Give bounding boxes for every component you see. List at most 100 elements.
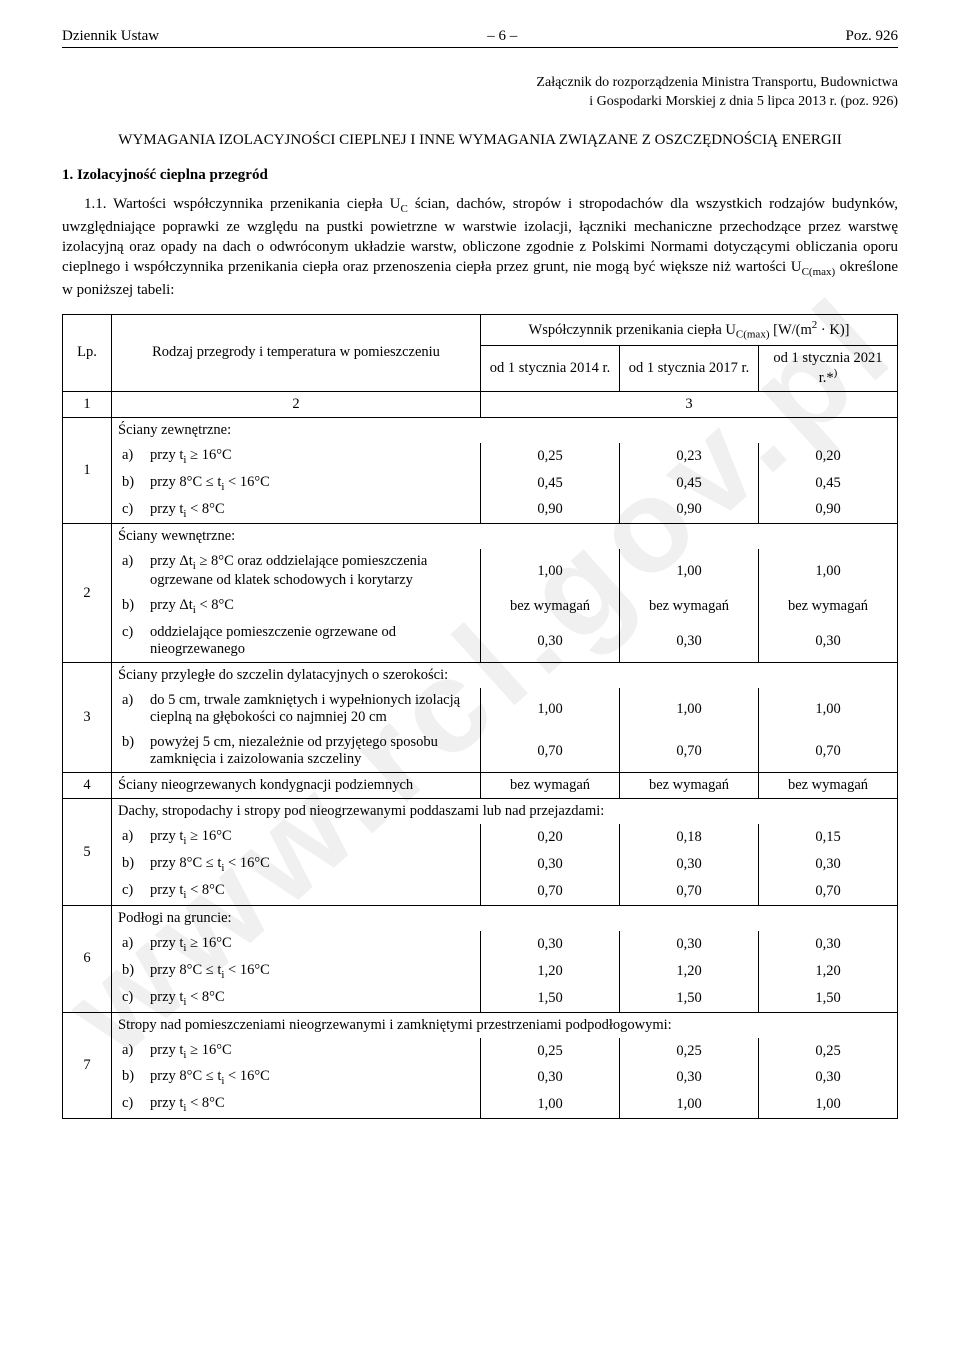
sub-letter: c) [118, 501, 150, 518]
value-cell: 0,30 [620, 620, 759, 663]
desc-cell: c)oddzielające pomieszczenie ogrzewane o… [112, 620, 481, 663]
desc-cell: a)przy ti ≥ 16°C [112, 824, 481, 851]
value-cell: 0,23 [620, 443, 759, 470]
value-cell: bez wymagań [759, 593, 898, 620]
value-cell: 0,18 [620, 824, 759, 851]
group-title: Ściany zewnętrzne: [112, 417, 898, 443]
value-cell: 0,30 [759, 851, 898, 878]
value-cell: 1,00 [481, 1091, 620, 1118]
sub-text: przy ti ≥ 16°C [150, 447, 474, 466]
sub-letter: b) [118, 474, 150, 491]
value-cell: 1,00 [481, 549, 620, 593]
th-2014: od 1 stycznia 2014 r. [481, 345, 620, 391]
value-cell: 1,20 [620, 958, 759, 985]
value-cell: 0,30 [620, 851, 759, 878]
th-2021: od 1 stycznia 2021 r.*) [759, 345, 898, 391]
desc-cell: b)przy Δti < 8°C [112, 593, 481, 620]
lp-cell: 5 [63, 799, 112, 906]
value-cell: 0,20 [481, 824, 620, 851]
sub-letter: a) [118, 828, 150, 845]
desc-cell: c)przy ti < 8°C [112, 1091, 481, 1118]
sub-letter: a) [118, 1042, 150, 1059]
numcol-1: 1 [63, 391, 112, 417]
desc-cell: a)do 5 cm, trwale zamkniętych i wypełnio… [112, 688, 481, 730]
sub-text: oddzielające pomieszczenie ogrzewane od … [150, 624, 474, 658]
value-cell: 0,70 [759, 730, 898, 773]
th-coef: Współczynnik przenikania ciepła UC(max) … [481, 315, 898, 346]
desc-cell: b)przy 8°C ≤ ti < 16°C [112, 470, 481, 497]
sub-letter: b) [118, 734, 150, 751]
value-cell: 0,45 [759, 470, 898, 497]
value-cell: bez wymagań [620, 773, 759, 799]
value-cell: bez wymagań [620, 593, 759, 620]
sub-text: przy Δti ≥ 8°C oraz oddzielające pomiesz… [150, 553, 474, 589]
value-cell: 0,30 [481, 851, 620, 878]
desc-cell: Ściany nieogrzewanych kondygnacji podzie… [112, 773, 481, 799]
value-cell: 0,70 [481, 730, 620, 773]
page-header: Dziennik Ustaw – 6 – Poz. 926 [62, 28, 898, 48]
sub-text: do 5 cm, trwale zamkniętych i wypełniony… [150, 692, 474, 726]
value-cell: 0,30 [481, 931, 620, 958]
sub-letter: b) [118, 855, 150, 872]
attachment-line1: Załącznik do rozporządzenia Ministra Tra… [536, 75, 898, 90]
value-cell: 0,30 [620, 1064, 759, 1091]
value-cell: 0,30 [759, 1064, 898, 1091]
sub-text: przy ti < 8°C [150, 501, 474, 520]
lp-cell: 6 [63, 905, 112, 1012]
value-cell: 0,70 [620, 730, 759, 773]
th-2017: od 1 stycznia 2017 r. [620, 345, 759, 391]
lp-cell: 7 [63, 1012, 112, 1119]
value-cell: 0,70 [759, 878, 898, 905]
value-cell: 0,20 [759, 443, 898, 470]
value-cell: 1,20 [759, 958, 898, 985]
value-cell: 1,00 [620, 1091, 759, 1118]
desc-cell: b)przy 8°C ≤ ti < 16°C [112, 851, 481, 878]
value-cell: 0,30 [759, 931, 898, 958]
value-cell: 1,50 [620, 985, 759, 1012]
sub-text: przy 8°C ≤ ti < 16°C [150, 962, 474, 981]
sub-letter: c) [118, 1095, 150, 1112]
sub-letter: c) [118, 624, 150, 641]
value-cell: 1,00 [759, 1091, 898, 1118]
value-cell: bez wymagań [759, 773, 898, 799]
value-cell: 0,30 [759, 620, 898, 663]
numcol-3: 3 [481, 391, 898, 417]
sub-text: przy ti ≥ 16°C [150, 1042, 474, 1061]
sub-letter: b) [118, 597, 150, 614]
value-cell: bez wymagań [481, 773, 620, 799]
th-lp: Lp. [63, 315, 112, 392]
header-right: Poz. 926 [846, 28, 899, 45]
group-title: Stropy nad pomieszczeniami nieogrzewanym… [112, 1012, 898, 1038]
lp-cell: 2 [63, 524, 112, 663]
sub-text: przy ti ≥ 16°C [150, 935, 474, 954]
desc-cell: c)przy ti < 8°C [112, 878, 481, 905]
coefficients-table: Lp.Rodzaj przegrody i temperatura w pomi… [62, 314, 898, 1119]
value-cell: 1,00 [759, 688, 898, 730]
value-cell: 0,90 [481, 497, 620, 524]
value-cell: 0,15 [759, 824, 898, 851]
sub-letter: a) [118, 553, 150, 570]
value-cell: 0,90 [759, 497, 898, 524]
value-cell: 0,45 [620, 470, 759, 497]
sub-letter: c) [118, 989, 150, 1006]
value-cell: 0,70 [620, 878, 759, 905]
value-cell: 0,30 [620, 931, 759, 958]
group-title: Podłogi na gruncie: [112, 905, 898, 931]
desc-cell: a)przy ti ≥ 16°C [112, 443, 481, 470]
value-cell: 0,30 [481, 1064, 620, 1091]
value-cell: 1,00 [481, 688, 620, 730]
lp-cell: 3 [63, 663, 112, 773]
desc-cell: a)przy ti ≥ 16°C [112, 931, 481, 958]
value-cell: 1,00 [620, 549, 759, 593]
sub-letter: c) [118, 882, 150, 899]
header-left: Dziennik Ustaw [62, 28, 159, 45]
value-cell: 0,90 [620, 497, 759, 524]
group-title: Dachy, stropodachy i stropy pod nieogrze… [112, 799, 898, 825]
desc-cell: b)powyżej 5 cm, niezależnie od przyjęteg… [112, 730, 481, 773]
th-desc: Rodzaj przegrody i temperatura w pomiesz… [112, 315, 481, 392]
lp-cell: 1 [63, 417, 112, 524]
sub-letter: b) [118, 1068, 150, 1085]
section-1-title: 1. Izolacyjność cieplna przegród [62, 167, 898, 184]
value-cell: 0,25 [620, 1038, 759, 1065]
paragraph-1-1: 1.1. Wartości współczynnika przenikania … [62, 194, 898, 300]
